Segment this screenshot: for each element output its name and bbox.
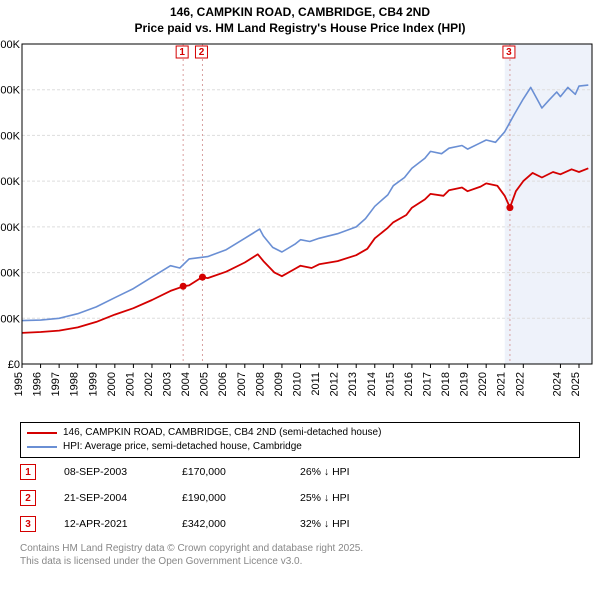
event-marker-2: 2: [20, 490, 36, 506]
footer-line-1: Contains HM Land Registry data © Crown c…: [20, 542, 580, 555]
svg-text:£400K: £400K: [0, 177, 21, 189]
legend-label-2: HPI: Average price, semi-detached house,…: [63, 440, 302, 454]
event-delta: 26% ↓ HPI: [300, 466, 390, 478]
svg-text:2000: 2000: [106, 372, 118, 396]
svg-text:£0: £0: [8, 359, 20, 371]
event-row: 2 21-SEP-2004 £190,000 25% ↓ HPI: [20, 490, 580, 506]
event-date: 12-APR-2021: [64, 518, 154, 530]
legend-swatch-1: [27, 432, 57, 434]
legend-item: HPI: Average price, semi-detached house,…: [27, 440, 573, 454]
svg-text:2015: 2015: [384, 372, 396, 396]
svg-text:1: 1: [179, 47, 185, 58]
footer-line-2: This data is licensed under the Open Gov…: [20, 555, 580, 568]
svg-text:2001: 2001: [124, 372, 136, 396]
event-price: £170,000: [182, 466, 272, 478]
svg-text:2018: 2018: [440, 372, 452, 396]
svg-text:2010: 2010: [292, 372, 304, 396]
event-price: £342,000: [182, 518, 272, 530]
svg-text:2011: 2011: [310, 372, 322, 396]
svg-text:1998: 1998: [69, 372, 81, 396]
svg-text:3: 3: [506, 47, 512, 58]
chart-svg: £0 £100K £200K £300K £400K £500K £600K £700K 1 2 3…: [0, 36, 600, 416]
events-table: 1 08-SEP-2003 £170,000 26% ↓ HPI 2 21-SE…: [20, 464, 580, 532]
legend-swatch-2: [27, 446, 57, 448]
svg-text:2008: 2008: [254, 372, 266, 396]
svg-text:1997: 1997: [50, 372, 62, 396]
svg-text:2025: 2025: [570, 372, 582, 396]
svg-text:2021: 2021: [496, 372, 508, 396]
event-delta: 32% ↓ HPI: [300, 518, 390, 530]
svg-text:1999: 1999: [87, 372, 99, 396]
event-price: £190,000: [182, 492, 272, 504]
svg-text:2006: 2006: [217, 372, 229, 396]
event-row: 3 12-APR-2021 £342,000 32% ↓ HPI: [20, 516, 580, 532]
chart-area: £0 £100K £200K £300K £400K £500K £600K £700K 1 2 3…: [0, 36, 600, 416]
svg-text:2002: 2002: [143, 372, 155, 396]
svg-text:1996: 1996: [32, 372, 44, 396]
legend-item: 146, CAMPKIN ROAD, CAMBRIDGE, CB4 2ND (s…: [27, 426, 573, 440]
svg-text:£200K: £200K: [0, 268, 21, 280]
event-delta: 25% ↓ HPI: [300, 492, 390, 504]
event-marker-3: 3: [20, 516, 36, 532]
svg-text:2: 2: [199, 47, 205, 58]
svg-text:2020: 2020: [477, 372, 489, 396]
svg-text:£100K: £100K: [0, 314, 21, 326]
event-date: 21-SEP-2004: [64, 492, 154, 504]
footer-attribution: Contains HM Land Registry data © Crown c…: [20, 542, 580, 568]
chart-title: 146, CAMPKIN ROAD, CAMBRIDGE, CB4 2ND Pr…: [0, 0, 600, 36]
svg-text:2009: 2009: [273, 372, 285, 396]
title-line-2: Price paid vs. HM Land Registry's House …: [0, 20, 600, 36]
event-marker-1: 1: [20, 464, 36, 480]
svg-text:2013: 2013: [347, 372, 359, 396]
svg-text:£500K: £500K: [0, 131, 21, 143]
svg-text:£600K: £600K: [0, 85, 21, 97]
svg-text:2019: 2019: [459, 372, 471, 396]
title-line-1: 146, CAMPKIN ROAD, CAMBRIDGE, CB4 2ND: [0, 4, 600, 20]
svg-text:2003: 2003: [162, 372, 174, 396]
svg-text:£700K: £700K: [0, 39, 21, 51]
svg-text:2004: 2004: [180, 372, 192, 396]
svg-text:1995: 1995: [13, 372, 25, 396]
svg-text:2007: 2007: [236, 372, 248, 396]
svg-text:2012: 2012: [329, 372, 341, 396]
svg-text:2016: 2016: [403, 372, 415, 396]
event-date: 08-SEP-2003: [64, 466, 154, 478]
svg-text:2005: 2005: [199, 372, 211, 396]
svg-text:2022: 2022: [514, 372, 526, 396]
svg-text:£300K: £300K: [0, 222, 21, 234]
legend-label-1: 146, CAMPKIN ROAD, CAMBRIDGE, CB4 2ND (s…: [63, 426, 381, 440]
legend: 146, CAMPKIN ROAD, CAMBRIDGE, CB4 2ND (s…: [20, 422, 580, 458]
svg-text:2017: 2017: [421, 372, 433, 396]
event-row: 1 08-SEP-2003 £170,000 26% ↓ HPI: [20, 464, 580, 480]
svg-text:2014: 2014: [366, 372, 378, 396]
svg-text:2024: 2024: [551, 372, 563, 396]
